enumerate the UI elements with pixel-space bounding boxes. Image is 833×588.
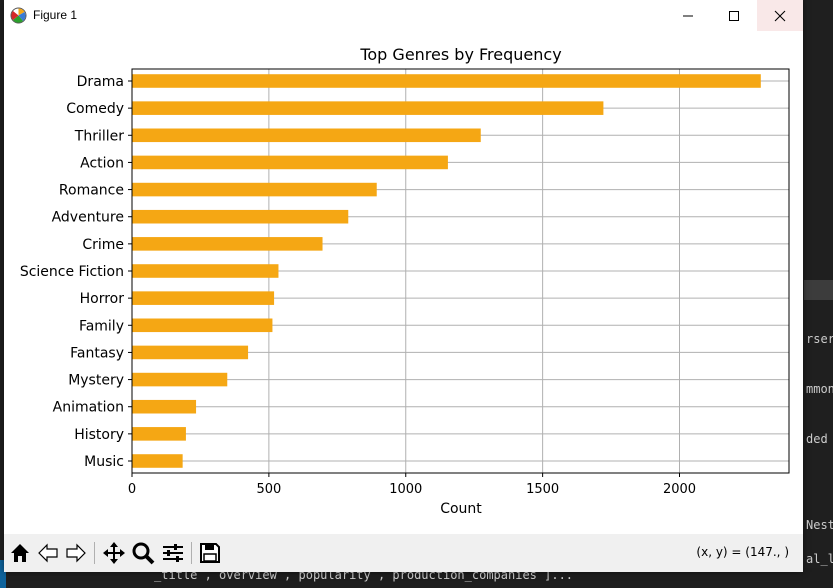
x-tick-label: 1000: [389, 482, 422, 497]
bar-fantasy: [132, 345, 249, 360]
matplotlib-icon: [10, 7, 27, 24]
y-tick-label: Fantasy: [70, 345, 124, 361]
y-tick-label: Horror: [80, 291, 125, 307]
figure-canvas[interactable]: Top Genres by Frequency 0 500 1000 1500 2000…: [4, 31, 803, 534]
configure-subplots-button[interactable]: [159, 539, 187, 567]
zoom-button[interactable]: [129, 539, 157, 567]
minimize-button[interactable]: [665, 0, 711, 31]
bar-science-fiction: [132, 264, 279, 278]
zoom-icon: [132, 542, 155, 565]
background-code-fragment: ded: [806, 432, 828, 446]
background-code-fragment: mmon: [806, 382, 833, 396]
x-tick-label: 0: [128, 482, 136, 497]
bar-action: [132, 155, 448, 170]
y-tick-label: Comedy: [66, 101, 124, 117]
close-icon: [774, 10, 786, 21]
window-title: Figure 1: [33, 8, 78, 22]
bar-thriller: [132, 128, 481, 143]
background-status-strip: [0, 560, 6, 588]
y-tick-label: Music: [84, 454, 124, 470]
home-button[interactable]: [6, 539, 34, 567]
pan-button[interactable]: [100, 539, 128, 567]
y-tick-label: Animation: [53, 400, 124, 416]
bar-history: [132, 427, 186, 441]
chart-title: Top Genres by Frequency: [359, 45, 561, 64]
y-tick-label: Action: [80, 155, 124, 171]
y-tick-label: Family: [79, 318, 124, 334]
navigation-toolbar: (x, y) = (147., ): [4, 534, 803, 572]
bar-drama: [132, 74, 761, 88]
x-tick-label: 2000: [663, 482, 696, 497]
title-bar[interactable]: Figure 1: [4, 0, 803, 31]
maximize-button[interactable]: [711, 0, 757, 31]
coordinates-readout: (x, y) = (147., ): [696, 545, 789, 559]
bar-mystery: [132, 372, 228, 387]
home-icon: [11, 544, 29, 562]
bar-crime: [132, 237, 323, 251]
y-tick-label: Adventure: [52, 210, 124, 226]
background-code-fragment: Nest: [806, 518, 833, 532]
bar-adventure: [132, 209, 349, 224]
bar-horror: [132, 291, 275, 305]
configure-subplots-icon: [163, 544, 183, 562]
y-tick-label: History: [74, 427, 124, 443]
y-tick-label: Thriller: [74, 128, 124, 144]
figure-window: Figure 1 Top Genres by Frequency 0 500 100…: [4, 0, 803, 572]
y-tick-label: Romance: [59, 183, 124, 199]
maximize-icon: [729, 10, 739, 21]
bar-animation: [132, 399, 197, 414]
background-code-fragment: al_l: [806, 552, 833, 566]
bar-romance: [132, 182, 377, 197]
bar-comedy: [132, 101, 604, 115]
background-code-fragment: rser: [806, 332, 833, 346]
x-axis-label: Count: [440, 501, 482, 517]
y-tick-label: Mystery: [68, 373, 124, 389]
toolbar-separator: [191, 542, 192, 564]
x-tick-label: 500: [256, 482, 281, 497]
bar-music: [132, 454, 183, 468]
forward-icon: [66, 543, 86, 563]
back-button[interactable]: [34, 539, 62, 567]
background-editor-bar: [804, 280, 833, 300]
bar-family: [132, 318, 273, 333]
close-button[interactable]: [757, 0, 803, 31]
forward-button[interactable]: [62, 539, 90, 567]
pan-icon: [103, 542, 125, 564]
bar-chart: Top Genres by Frequency 0 500 1000 1500 2000…: [20, 45, 790, 517]
y-tick-label: Science Fiction: [20, 264, 124, 280]
y-tick-label: Drama: [77, 74, 124, 90]
y-tick-label: Crime: [82, 237, 124, 253]
toolbar-separator: [94, 542, 95, 564]
minimize-icon: [683, 15, 693, 16]
x-tick-label: 1500: [526, 482, 559, 497]
save-button[interactable]: [196, 539, 224, 567]
save-icon: [200, 543, 220, 563]
back-icon: [38, 543, 58, 563]
